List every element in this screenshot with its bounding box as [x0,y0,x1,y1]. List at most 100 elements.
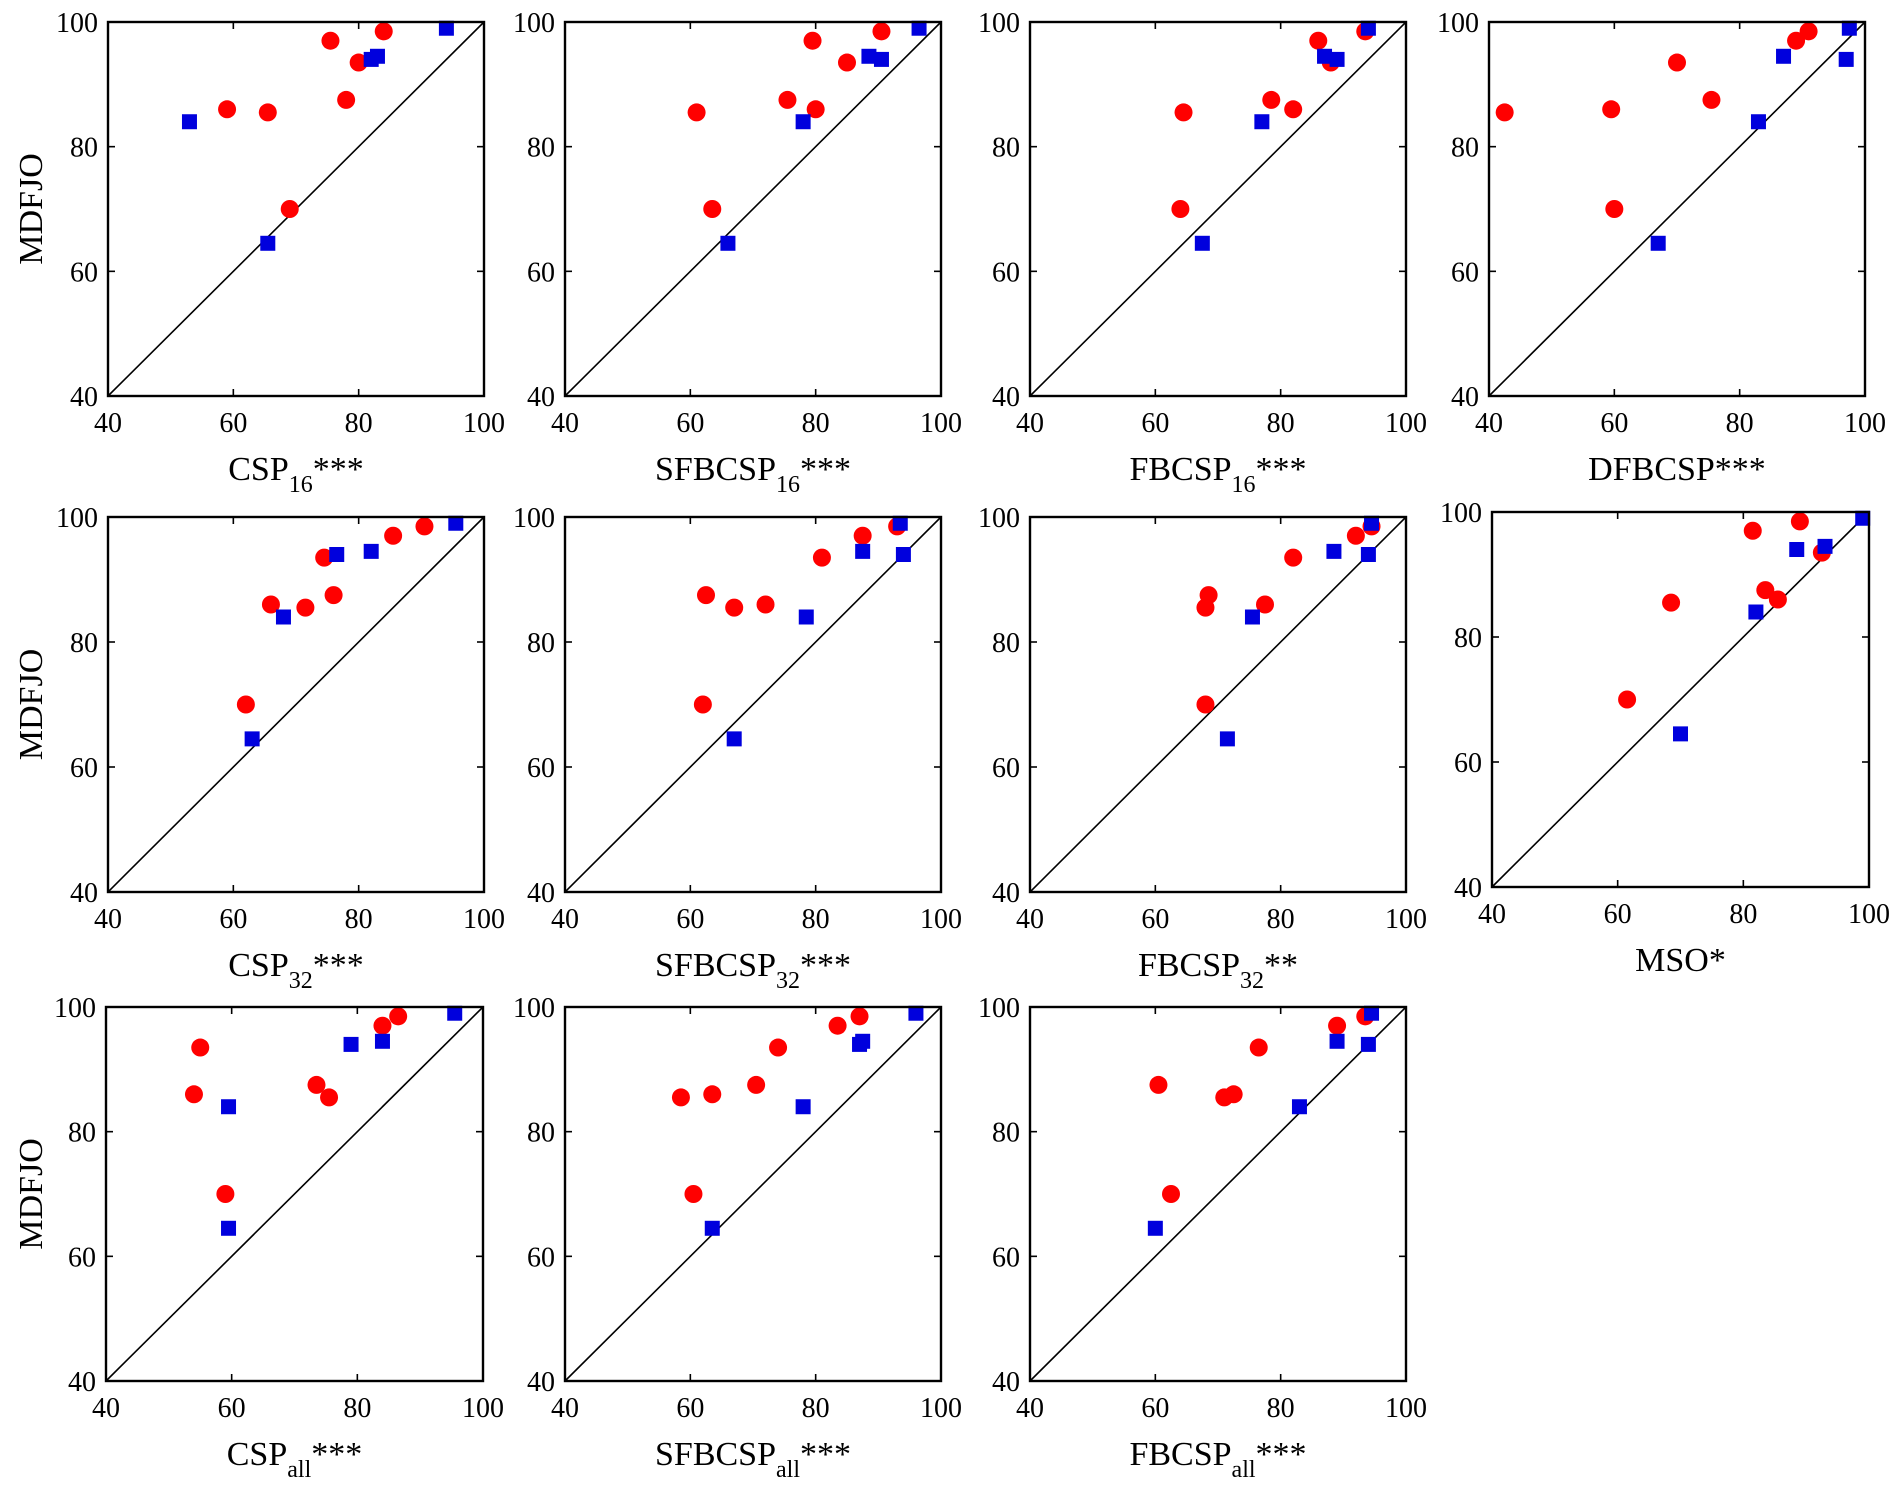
y-tick-label: 60 [70,753,98,784]
circle-marker [1284,100,1303,119]
x-axis-label-subscript: 32 [289,968,313,994]
square-marker [1776,48,1792,64]
x-axis-label-significance: *** [311,1436,362,1473]
circle-marker [697,586,715,605]
circle-marker [838,53,856,72]
x-axis-label-subscript: all [1232,1457,1256,1483]
identity-line [1488,21,1866,397]
x-axis-label-subscript: all [776,1457,800,1483]
x-axis-label-significance: *** [800,947,851,984]
circle-marker [216,1185,235,1203]
square-marker [1219,731,1235,747]
circle-marker [1149,1075,1168,1094]
y-tick-label: 60 [1454,748,1482,779]
identity-line [564,516,942,893]
square-marker [720,235,736,251]
x-tick-label: 40 [1016,408,1044,439]
x-axis-label-base: FBCSP [1129,451,1231,488]
x-tick-label: 40 [551,1393,579,1424]
x-tick-label: 100 [1385,1393,1427,1424]
circle-marker [872,22,891,41]
x-axis-label: CSP16*** [228,451,364,498]
x-axis-label: DFBCSP*** [1588,451,1766,488]
circle-marker [803,31,822,50]
x-tick-label: 80 [802,904,830,935]
x-axis-label-base: FBCSP [1138,947,1240,984]
square-marker [895,547,911,562]
y-tick-label: 80 [1451,133,1479,164]
circle-marker [1171,200,1190,218]
axes-frame [106,515,486,894]
y-tick-label: 100 [978,503,1020,534]
square-marker [1650,235,1666,251]
x-axis-label-subscript: 16 [1232,472,1256,498]
x-tick-label: 40 [1478,899,1506,930]
circle-marker [756,595,775,614]
y-tick-label: 60 [68,1242,96,1273]
circle-marker [236,695,255,714]
square-marker [369,48,385,64]
square-marker [726,731,742,747]
identity-line [1029,516,1407,893]
y-tick-label: 80 [992,628,1020,659]
circle-marker [671,1088,690,1107]
square-marker [1838,51,1854,67]
circle-marker [1309,31,1328,50]
circle-marker [320,1088,339,1107]
circle-marker [1618,690,1637,709]
circle-marker [1790,512,1809,531]
circle-marker [812,548,831,567]
circle-marker [1328,1016,1347,1035]
x-axis-label-subscript: 32 [1240,968,1264,994]
identity-line [564,1006,942,1382]
circle-marker [778,90,797,109]
circle-marker [1199,586,1218,605]
circle-marker [373,1016,392,1035]
circle-marker [1495,103,1514,122]
y-tick-label: 40 [992,878,1020,909]
panel-10: 40 60 80 100 40 60 80 100 SFBCSPall*** [513,993,962,1483]
panel-4: 40 60 80 100 40 60 80 100 DFBCSP*** [1437,8,1886,488]
circle-marker [853,526,872,545]
x-tick-label: 80 [1267,408,1295,439]
circle-marker [1224,1085,1243,1104]
x-tick-label: 60 [1600,408,1628,439]
axes-frame [1490,510,1871,889]
x-axis-label: MSO* [1635,942,1726,979]
square-marker [1291,1099,1307,1115]
x-axis-label-base: CSP [228,451,289,488]
square-marker [181,114,197,130]
x-axis-label-significance: *** [313,451,364,488]
panel-8: 40 60 80 100 40 60 80 100 MSO* [1440,498,1890,979]
circle-marker [687,103,706,122]
x-tick-label: 80 [345,904,373,935]
x-axis-label-base: SFBCSP [655,947,776,984]
square-marker [1329,1033,1345,1049]
x-axis-label-base: DFBCSP*** [1588,451,1766,488]
square-marker [1329,51,1345,67]
x-tick-label: 60 [676,408,704,439]
square-marker [221,1099,237,1115]
panel-7: 40 60 80 100 40 60 80 100 FBCSP32** [978,503,1427,994]
circle-marker [1262,90,1281,109]
y-tick-label: 40 [1454,873,1482,904]
circle-marker [307,1075,326,1094]
square-marker [1317,48,1333,64]
identity-line [1029,1006,1407,1382]
circle-marker [1284,548,1303,567]
y-tick-label: 100 [54,993,96,1024]
x-axis-label-significance: ** [1264,947,1298,984]
circle-marker [1702,90,1721,109]
x-axis-label: FBCSPall*** [1129,1436,1306,1483]
y-tick-label: 80 [68,1118,96,1149]
square-marker [1817,538,1833,554]
x-tick-label: 60 [1141,904,1169,935]
x-axis-label-significance: *** [1256,451,1307,488]
square-marker [260,235,276,251]
x-axis-label: FBCSP16*** [1129,451,1306,498]
panel-5: 40 60 80 100 40 60 80 100 CSP32*** MDFJO [13,503,505,994]
axes-frame [104,1005,485,1383]
square-marker [1364,515,1380,531]
y-tick-label: 40 [992,382,1020,413]
